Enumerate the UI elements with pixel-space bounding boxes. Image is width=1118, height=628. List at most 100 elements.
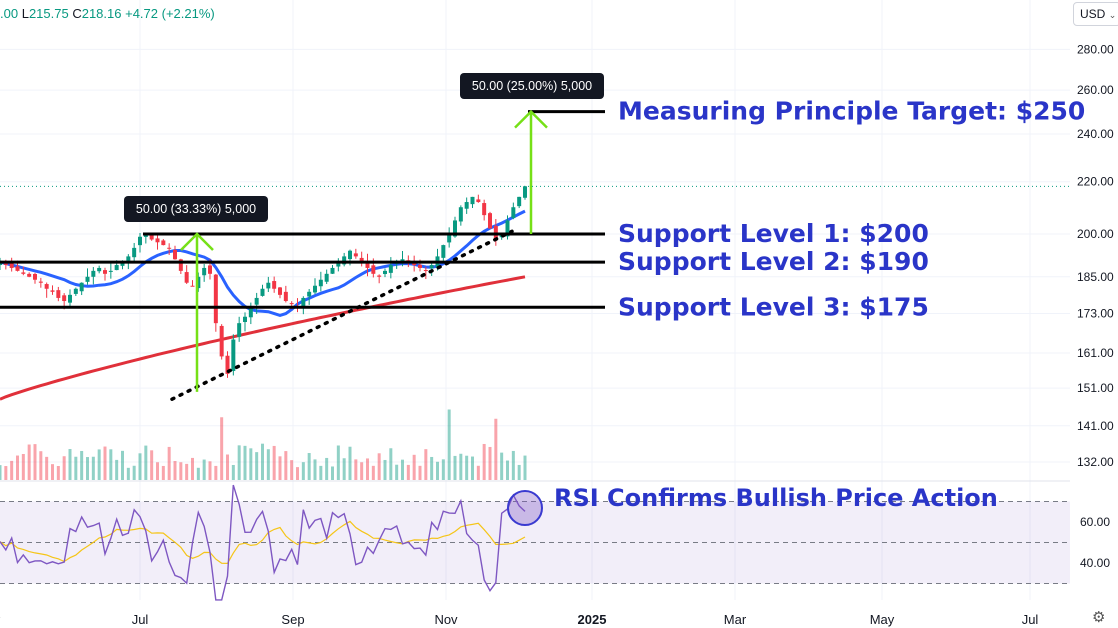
volume-bar bbox=[366, 458, 369, 480]
price-tick-label: 185.00 bbox=[1077, 270, 1114, 284]
volume-bar bbox=[167, 446, 171, 480]
ohlc-legend: .00 L215.75 C218.16 +4.72 (+2.21%) bbox=[0, 6, 215, 21]
moving-average-200 bbox=[0, 275, 526, 401]
candle-body bbox=[161, 240, 166, 246]
volume-bar bbox=[214, 465, 218, 480]
volume-bar bbox=[453, 455, 457, 480]
low-label: L bbox=[21, 6, 29, 21]
time-axis[interactable]: y Jul Sep Nov 2025 Mar May Jul bbox=[0, 612, 1038, 627]
chevron-down-icon: ⌄ bbox=[1108, 10, 1117, 20]
rsi-ma-line bbox=[0, 520, 526, 565]
candle-body bbox=[155, 238, 160, 243]
time-tick-label: 2025 bbox=[578, 612, 607, 627]
volume-bar bbox=[231, 464, 235, 480]
volume-bar bbox=[307, 453, 311, 480]
candle-body bbox=[289, 303, 294, 305]
rsi-tick-label: 40.00 bbox=[1080, 556, 1110, 570]
volume-bar bbox=[331, 466, 334, 480]
currency-label: USD bbox=[1080, 7, 1106, 21]
candle-body bbox=[423, 270, 428, 272]
volume-bar bbox=[523, 455, 527, 480]
candle-body bbox=[371, 265, 376, 274]
volume-bar bbox=[342, 458, 346, 480]
candle-body bbox=[517, 196, 522, 207]
volume-bar bbox=[10, 460, 14, 480]
candle-body bbox=[68, 294, 72, 303]
volume-bar bbox=[62, 456, 66, 480]
volume-bar bbox=[121, 450, 124, 480]
volume-bar bbox=[290, 460, 294, 480]
candle-body bbox=[313, 285, 317, 293]
candle-body bbox=[318, 279, 323, 287]
volume-bar bbox=[313, 459, 317, 480]
rsi-annotation: RSI Confirms Bullish Price Action bbox=[554, 484, 998, 512]
volume-bar bbox=[16, 455, 19, 480]
candle-body bbox=[178, 259, 183, 271]
support-lines bbox=[0, 232, 605, 309]
candle-body bbox=[353, 253, 358, 257]
rsi-highlight-circle bbox=[507, 490, 543, 526]
price-tick-label: 161.00 bbox=[1077, 346, 1114, 360]
candle-body bbox=[73, 288, 78, 294]
candle-body bbox=[213, 274, 218, 324]
gear-icon[interactable]: ⚙ bbox=[1092, 609, 1106, 626]
dotted-trendline bbox=[170, 229, 514, 401]
volume-bar bbox=[237, 445, 241, 480]
low-value: 215.75 bbox=[28, 6, 69, 21]
support-label: Support Level 1: $200 bbox=[618, 219, 929, 248]
candle-body bbox=[225, 355, 230, 374]
volume-bar bbox=[202, 459, 206, 480]
volume-bar bbox=[0, 465, 2, 480]
candle-body bbox=[470, 196, 475, 205]
candle-body bbox=[511, 207, 516, 219]
volume-bar bbox=[4, 466, 8, 480]
price-tick-label: 220.00 bbox=[1077, 175, 1114, 189]
volume-bar bbox=[132, 465, 136, 480]
time-tick-label: Mar bbox=[724, 612, 747, 627]
measure-box bbox=[460, 73, 604, 99]
candle-body bbox=[365, 261, 370, 268]
candle-body bbox=[330, 267, 335, 274]
volume-bar bbox=[144, 445, 148, 480]
volume-bar bbox=[447, 409, 451, 480]
candle-body bbox=[359, 257, 364, 263]
currency-button[interactable]: USD ⌄ bbox=[1073, 2, 1118, 26]
price-tick-label: 280.00 bbox=[1077, 42, 1114, 56]
candle-body bbox=[307, 291, 312, 297]
volume-bar bbox=[301, 462, 305, 480]
candle-body bbox=[173, 249, 177, 260]
price-tick-label: 141.00 bbox=[1077, 419, 1114, 433]
volume-bar bbox=[377, 453, 381, 480]
price-axis[interactable]: 280.00 260.00 240.00 220.00 200.00 185.00 173.… bbox=[1077, 42, 1114, 469]
volume-bar bbox=[115, 459, 119, 480]
candle-body bbox=[283, 291, 288, 302]
candle-body bbox=[208, 265, 212, 274]
rsi-bounds bbox=[0, 501, 1070, 584]
candle-body bbox=[21, 272, 26, 274]
rsi-axis[interactable]: 60.00 40.00 bbox=[1080, 515, 1110, 570]
candle-body bbox=[348, 250, 352, 260]
volume-bar bbox=[436, 461, 439, 480]
volume-bar bbox=[278, 456, 282, 480]
volume-bar bbox=[261, 443, 264, 480]
volume-bar bbox=[336, 445, 340, 480]
measure-box bbox=[124, 196, 268, 222]
volume-bar bbox=[97, 449, 101, 480]
candle-body bbox=[301, 297, 306, 308]
volume-bar bbox=[459, 453, 463, 480]
price-tick-label: 260.00 bbox=[1077, 83, 1114, 97]
volume-bar bbox=[80, 450, 84, 480]
candle-body bbox=[260, 288, 265, 296]
open-value: .00 bbox=[0, 6, 19, 21]
volume-bar bbox=[319, 465, 323, 480]
candle-body bbox=[62, 295, 67, 302]
volume-bar bbox=[488, 446, 492, 480]
candle-body bbox=[488, 213, 492, 229]
volume-bar bbox=[441, 459, 445, 480]
candle-body bbox=[278, 287, 282, 295]
support-label: Support Level 2: $190 bbox=[618, 247, 929, 276]
candle-body bbox=[336, 262, 341, 267]
volume-bar bbox=[348, 446, 352, 480]
candle-body bbox=[476, 199, 481, 203]
